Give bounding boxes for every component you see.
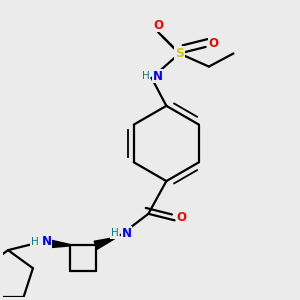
Text: O: O [153, 19, 163, 32]
Text: O: O [177, 211, 187, 224]
Text: H: H [31, 237, 39, 247]
Text: N: N [42, 235, 52, 248]
Text: N: N [122, 226, 131, 240]
Text: S: S [175, 47, 184, 60]
Text: H: H [111, 228, 119, 238]
Text: N: N [152, 70, 163, 83]
Polygon shape [94, 238, 114, 249]
Text: O: O [208, 37, 218, 50]
Text: H: H [142, 71, 150, 81]
Polygon shape [47, 239, 70, 248]
